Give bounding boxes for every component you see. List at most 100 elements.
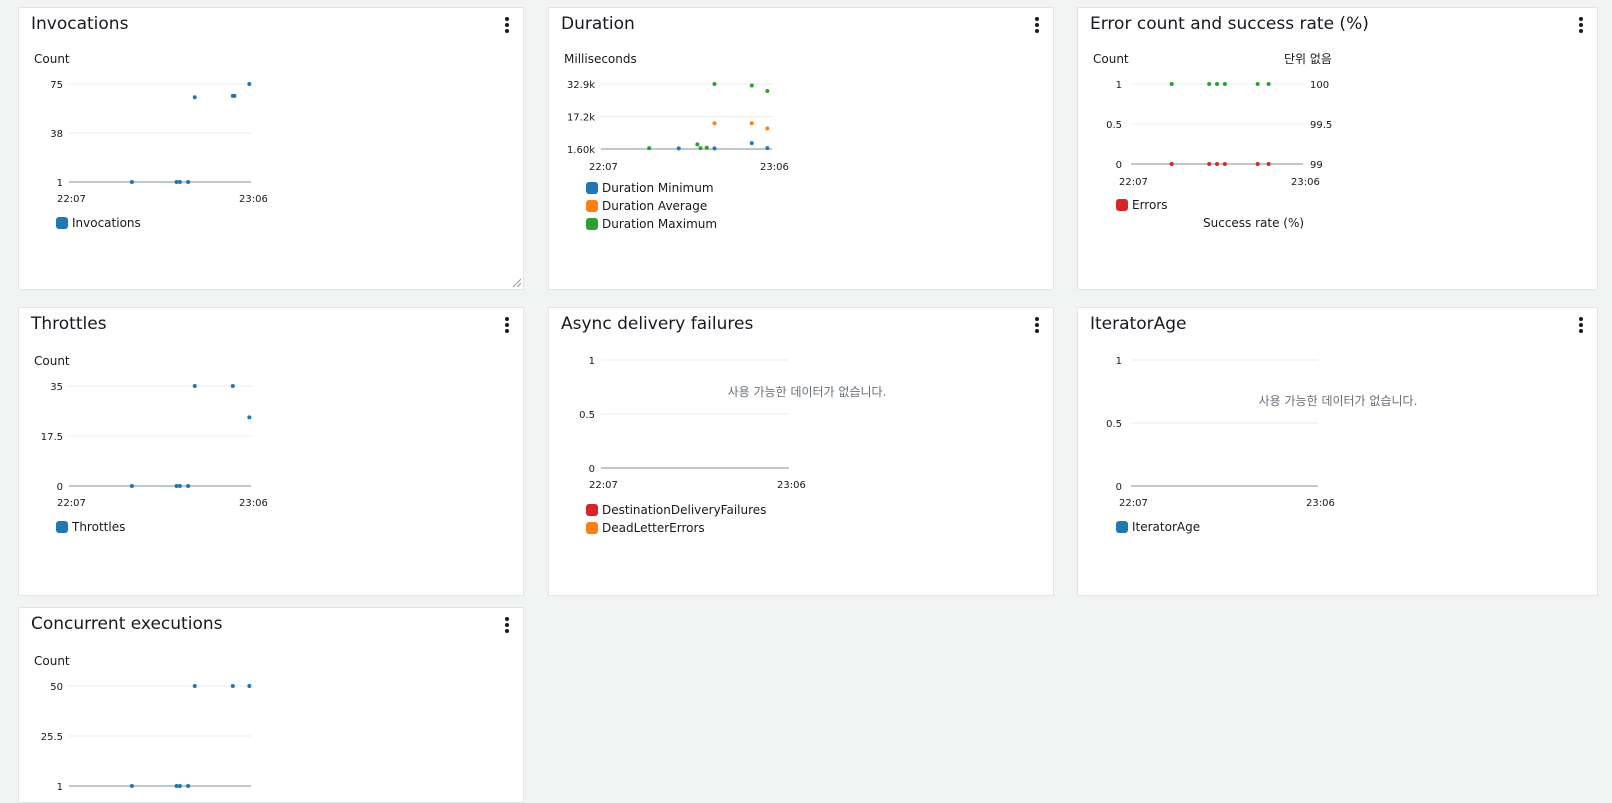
- y-tick-label: 1.60k: [567, 145, 595, 156]
- legend-item-dead-letter-errors[interactable]: DeadLetterErrors: [586, 521, 766, 535]
- errors-chart: Count 단위 없음 0 0.5 1 99 99.5 100 22:07 23:06: [1093, 52, 1332, 188]
- widget-concurrent-executions: Concurrent executions Count 1 25.5 50: [18, 607, 524, 803]
- y-tick-label: 0.5: [1106, 120, 1122, 131]
- widget-invocations: Invocations Count 1 38 75 22:07 23:06 Invoca…: [18, 7, 524, 290]
- widget-menu-icon[interactable]: [501, 16, 513, 34]
- x-tick-label: 23:06: [1291, 177, 1320, 188]
- x-tick-label: 22:07: [589, 480, 618, 491]
- x-tick-label: 23:06: [777, 480, 806, 491]
- data-point: [186, 484, 191, 488]
- data-point: [186, 784, 191, 788]
- legend-item-duration-average[interactable]: Duration Average: [586, 199, 717, 213]
- y-tick-label: 1: [589, 356, 595, 367]
- widget-title: Concurrent executions: [31, 614, 223, 634]
- legend-item-invocations[interactable]: Invocations: [56, 216, 141, 230]
- y-tick-label: 75: [50, 80, 63, 91]
- data-point: [1266, 162, 1271, 166]
- data-point: [1169, 162, 1174, 166]
- legend-item-duration-maximum[interactable]: Duration Maximum: [586, 217, 717, 231]
- data-point: [765, 89, 770, 94]
- data-point: [230, 384, 235, 388]
- legend-item-destination-delivery-failures[interactable]: DestinationDeliveryFailures: [586, 503, 766, 517]
- x-tick-label: 22:07: [57, 194, 86, 205]
- data-point: [177, 180, 182, 184]
- data-point: [174, 180, 179, 184]
- widget-menu-icon[interactable]: [1031, 16, 1043, 34]
- data-point: [177, 484, 182, 488]
- data-point: [1255, 82, 1260, 86]
- widget-title: Error count and success rate (%): [1090, 14, 1369, 34]
- x-tick-label: 23:06: [239, 194, 268, 205]
- data-point: [712, 146, 717, 151]
- data-point: [230, 684, 235, 688]
- widget-title: Invocations: [31, 14, 129, 34]
- widget-menu-icon[interactable]: [1575, 316, 1587, 334]
- widget-iterator-age: IteratorAge 0 0.5 1 22:07 23:06 사용 가능한 데이터가 …: [1077, 307, 1598, 596]
- data-point: [712, 121, 717, 126]
- resize-handle-icon[interactable]: [511, 277, 521, 287]
- widget-menu-icon[interactable]: [501, 616, 513, 634]
- legend-swatch: [586, 218, 598, 230]
- y-tick-label: 32.9k: [567, 80, 595, 91]
- y-tick-label: 1: [1116, 356, 1122, 367]
- data-point: [712, 82, 717, 86]
- widget-menu-icon[interactable]: [1031, 316, 1043, 334]
- data-point: [1255, 162, 1260, 166]
- data-point: [247, 82, 252, 86]
- data-point: [192, 684, 197, 688]
- legend-swatch: [586, 522, 598, 534]
- legend-item-iterator-age[interactable]: IteratorAge: [1116, 520, 1200, 534]
- y-axis-unit: Count: [34, 654, 70, 668]
- y-right-tick-label: 99: [1310, 160, 1323, 171]
- y-tick-label: 17.2k: [567, 113, 595, 124]
- x-tick-label: 23:06: [239, 498, 268, 509]
- legend: DestinationDeliveryFailures DeadLetterEr…: [586, 503, 766, 535]
- legend: Duration Minimum Duration Average Durati…: [586, 181, 717, 231]
- legend: Throttles: [56, 520, 125, 534]
- y-tick-label: 1: [57, 782, 63, 793]
- widget-title: Async delivery failures: [561, 314, 754, 334]
- y-axis-unit: Count: [34, 354, 70, 368]
- legend: Errors Success rate (%): [1116, 198, 1304, 230]
- concurrent-executions-chart: Count 1 25.5 50: [34, 654, 252, 793]
- y-tick-label: 1: [1116, 80, 1122, 91]
- legend-item-success-rate[interactable]: Success rate (%): [1203, 216, 1305, 230]
- throttles-chart: Count 0 17.5 35 22:07 23:06: [34, 354, 268, 509]
- widget-menu-icon[interactable]: [501, 316, 513, 334]
- data-point: [192, 95, 197, 100]
- data-point: [1169, 82, 1174, 86]
- widget-menu-icon[interactable]: [1575, 16, 1587, 34]
- widget-async-delivery-failures: Async delivery failures 0 0.5 1 22:07 23:06 …: [548, 307, 1054, 596]
- y-tick-label: 0.5: [579, 410, 595, 421]
- data-point: [704, 145, 709, 150]
- data-point: [698, 146, 703, 151]
- legend-item-errors[interactable]: Errors: [1116, 198, 1304, 212]
- widget-errors: Error count and success rate (%) Count 단…: [1077, 7, 1598, 290]
- y-tick-label: 50: [50, 682, 63, 693]
- legend-item-duration-minimum[interactable]: Duration Minimum: [586, 181, 717, 195]
- legend-swatch: [1116, 199, 1128, 211]
- data-point: [247, 684, 252, 688]
- data-point: [1222, 82, 1227, 86]
- y-tick-label: 0: [1116, 482, 1122, 493]
- legend-swatch: [586, 200, 598, 212]
- data-point: [1207, 162, 1212, 166]
- data-point: [1222, 162, 1227, 166]
- widget-throttles: Throttles Count 0 17.5 35 22:07 23:06 Thrott…: [18, 307, 524, 596]
- invocations-chart: Count 1 38 75 22:07 23:06: [34, 52, 268, 205]
- widget-duration: Duration Milliseconds 1.60k 17.2k 32.9k 22:…: [548, 7, 1054, 290]
- y-axis-unit-left: Count: [1093, 52, 1129, 66]
- legend-swatch: [56, 217, 68, 229]
- x-tick-label: 23:06: [1306, 498, 1335, 509]
- data-point: [174, 784, 179, 788]
- data-point: [174, 484, 179, 488]
- x-tick-label: 23:06: [760, 162, 789, 173]
- data-point: [129, 484, 134, 488]
- no-data-message: 사용 가능한 데이터가 없습니다.: [1259, 394, 1418, 408]
- data-point: [247, 415, 252, 420]
- data-point: [1215, 162, 1219, 166]
- legend-item-throttles[interactable]: Throttles: [56, 520, 125, 534]
- x-tick-label: 22:07: [589, 162, 618, 173]
- data-point: [129, 180, 134, 184]
- data-point: [232, 93, 237, 98]
